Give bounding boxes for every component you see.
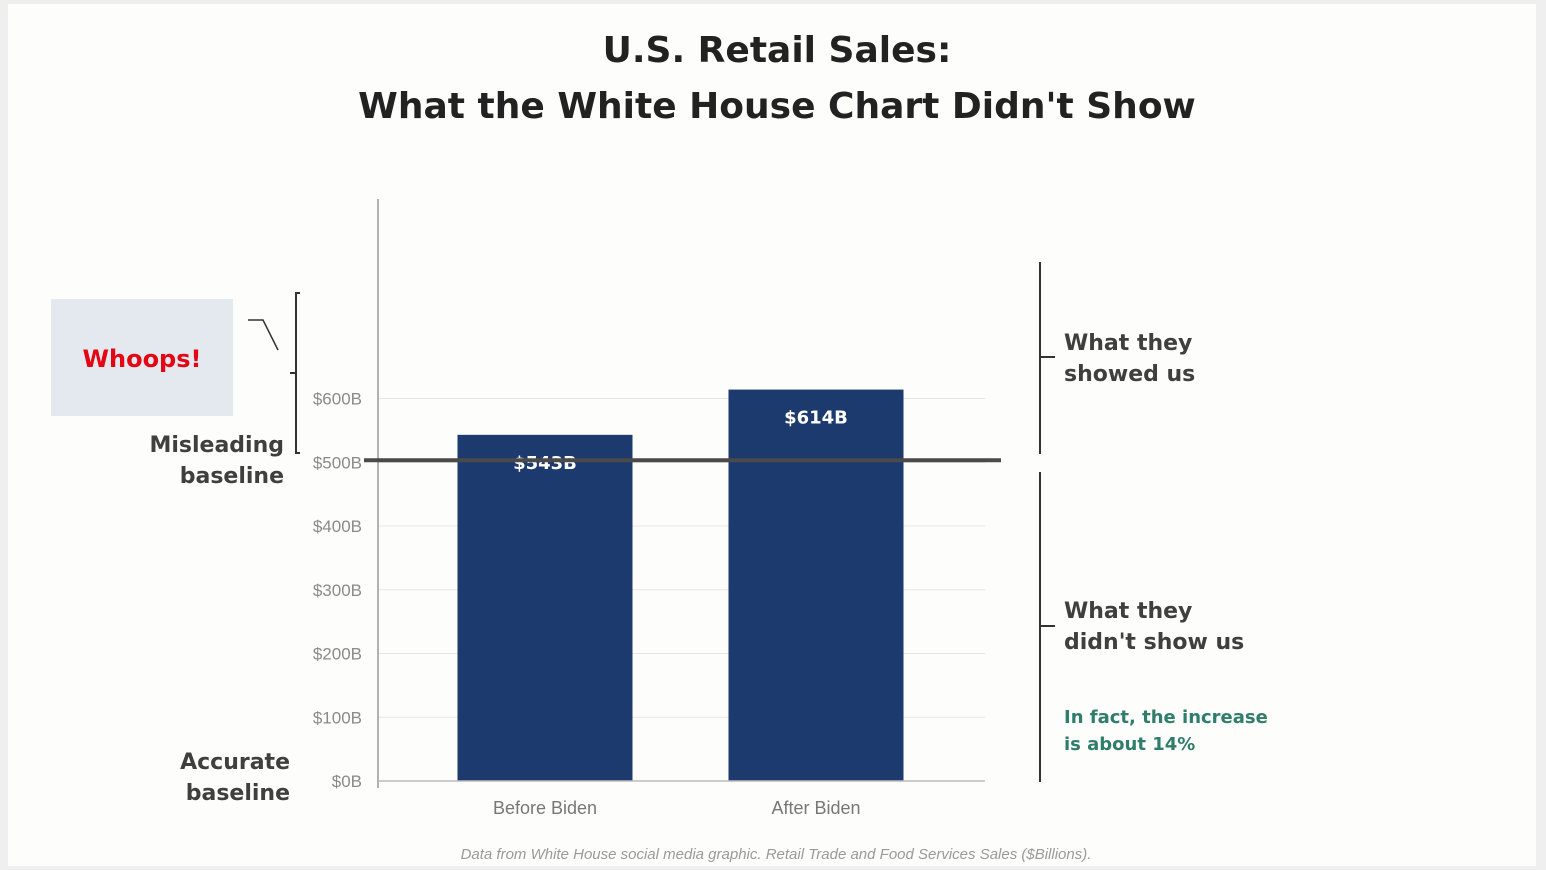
chart-title: U.S. Retail Sales: <box>603 30 952 71</box>
misleading-baseline-label-line1: Misleading <box>149 433 284 458</box>
whoops-label: Whoops! <box>83 345 202 373</box>
bar <box>457 434 633 781</box>
chart-subtitle: What the White House Chart Didn't Show <box>358 86 1196 127</box>
bars: $543B $614B <box>457 389 904 781</box>
in-fact-line1: In fact, the increase <box>1064 707 1268 728</box>
y-tick-label: $200B <box>313 645 362 664</box>
misleading-baseline-label-line2: baseline <box>180 464 284 489</box>
y-tick-label: $0B <box>332 772 362 791</box>
y-tick-label: $500B <box>313 453 362 472</box>
didnt-show-label-line2: didn't show us <box>1064 630 1244 655</box>
bar <box>728 389 904 781</box>
accurate-baseline-label-line2: baseline <box>186 781 290 806</box>
y-tick-labels: $0B $100B $200B $300B $400B $500B $600B <box>313 390 362 792</box>
chart-frame: U.S. Retail Sales: What the White House … <box>8 4 1536 866</box>
category-label: After Biden <box>771 798 860 818</box>
bar-value-label: $543B <box>513 453 577 474</box>
showed-label-line1: What they <box>1064 331 1192 356</box>
in-fact-line2: is about 14% <box>1064 734 1195 755</box>
y-tick-label: $100B <box>313 708 362 727</box>
y-tick-label: $400B <box>313 517 362 536</box>
y-tick-label: $600B <box>313 390 362 409</box>
footnote: Data from White House social media graph… <box>461 846 1092 863</box>
whoops-pointer <box>248 319 279 351</box>
whoops-box <box>51 299 233 416</box>
category-label: Before Biden <box>493 798 597 818</box>
x-tick-labels: Before Biden After Biden <box>493 798 861 818</box>
didnt-show-label-line1: What they <box>1064 599 1192 624</box>
bar-value-label: $614B <box>784 408 848 429</box>
chart-svg: U.S. Retail Sales: What the White House … <box>51 30 1268 863</box>
accurate-baseline-label-line1: Accurate <box>180 750 290 775</box>
y-tick-label: $300B <box>313 581 362 600</box>
misleading-bracket <box>295 292 300 454</box>
showed-label-line2: showed us <box>1064 362 1195 387</box>
